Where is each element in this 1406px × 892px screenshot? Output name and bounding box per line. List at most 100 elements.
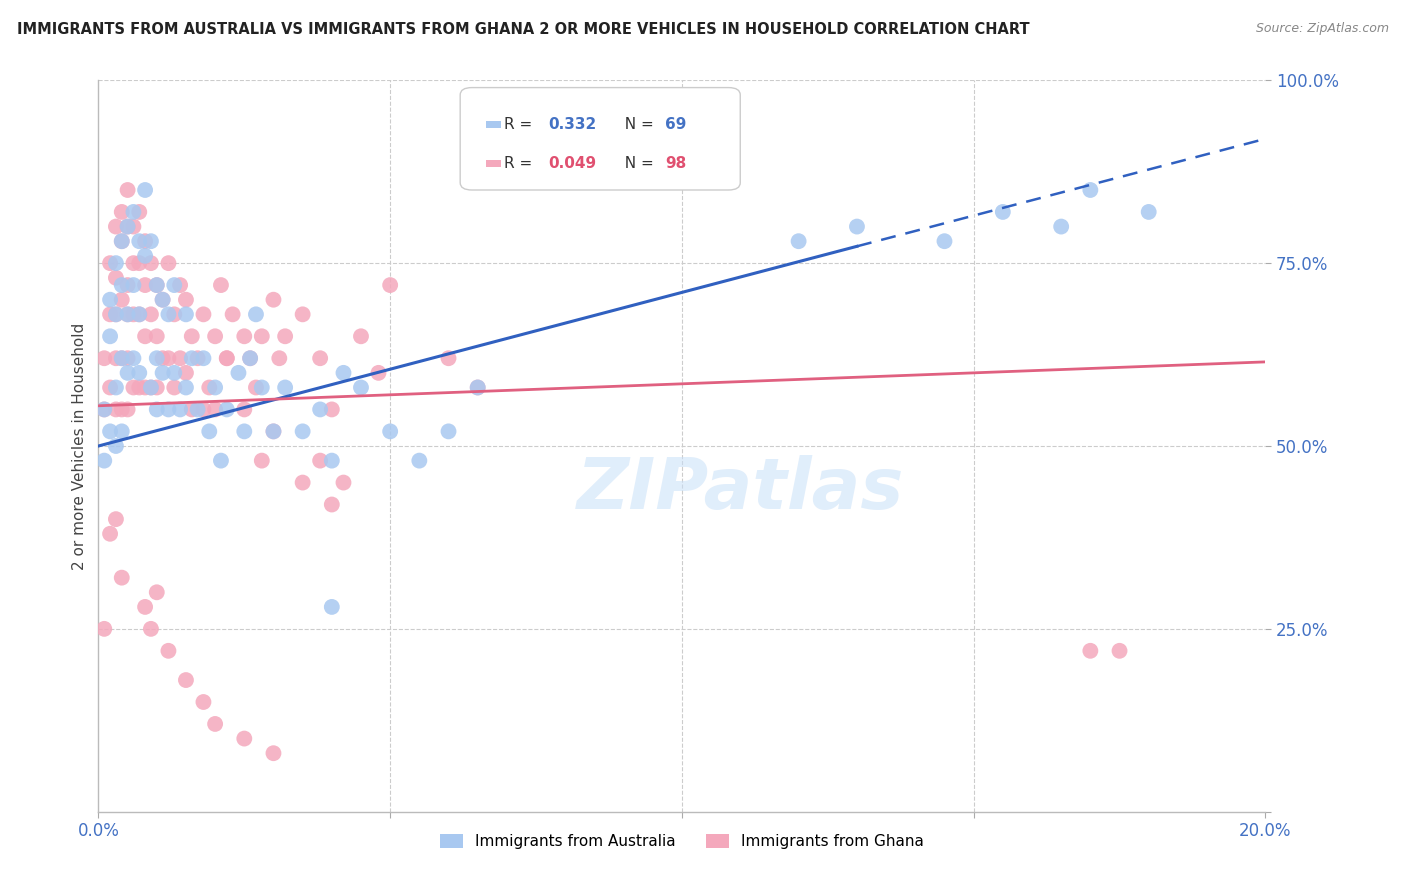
Point bbox=[163, 307, 186, 321]
Point bbox=[367, 366, 389, 380]
Point bbox=[134, 380, 156, 394]
Point bbox=[122, 307, 145, 321]
Point bbox=[122, 278, 145, 293]
Point bbox=[174, 307, 197, 321]
Point bbox=[274, 329, 297, 343]
Point bbox=[104, 351, 127, 366]
Point bbox=[122, 380, 145, 394]
Point bbox=[93, 402, 115, 417]
Point bbox=[93, 351, 115, 366]
Point bbox=[309, 351, 332, 366]
Point bbox=[321, 402, 343, 417]
Point bbox=[134, 599, 156, 614]
Point bbox=[139, 622, 162, 636]
Point bbox=[93, 622, 115, 636]
Point bbox=[187, 351, 209, 366]
Legend: Immigrants from Australia, Immigrants from Ghana: Immigrants from Australia, Immigrants fr… bbox=[433, 828, 931, 855]
Point bbox=[437, 351, 460, 366]
Point bbox=[104, 380, 127, 394]
Point bbox=[111, 205, 134, 219]
Point bbox=[98, 425, 121, 439]
Point bbox=[98, 329, 121, 343]
Point bbox=[193, 402, 215, 417]
Point bbox=[408, 453, 430, 467]
Point bbox=[98, 307, 121, 321]
Point bbox=[321, 599, 343, 614]
Point bbox=[250, 453, 273, 467]
Point bbox=[134, 183, 156, 197]
Text: Source: ZipAtlas.com: Source: ZipAtlas.com bbox=[1256, 22, 1389, 36]
Point bbox=[146, 585, 169, 599]
Point bbox=[111, 278, 134, 293]
Text: 98: 98 bbox=[665, 156, 686, 171]
Point bbox=[134, 249, 156, 263]
Point bbox=[174, 366, 197, 380]
Point bbox=[309, 402, 332, 417]
Point bbox=[152, 293, 174, 307]
Point bbox=[187, 402, 209, 417]
Point bbox=[380, 425, 402, 439]
Point bbox=[291, 307, 314, 321]
Point bbox=[245, 380, 267, 394]
Point bbox=[1108, 644, 1130, 658]
Point bbox=[169, 402, 191, 417]
Point bbox=[180, 329, 202, 343]
Point bbox=[991, 205, 1014, 219]
Point bbox=[215, 351, 238, 366]
Point bbox=[309, 453, 332, 467]
Point bbox=[104, 270, 127, 285]
Point bbox=[846, 219, 869, 234]
Point bbox=[93, 453, 115, 467]
Point bbox=[128, 307, 150, 321]
Point bbox=[134, 329, 156, 343]
Point bbox=[98, 256, 121, 270]
Point bbox=[198, 425, 221, 439]
Point bbox=[467, 380, 489, 394]
Point bbox=[111, 425, 134, 439]
Point bbox=[350, 329, 373, 343]
Point bbox=[250, 380, 273, 394]
Point bbox=[117, 351, 139, 366]
Point bbox=[215, 402, 238, 417]
Point bbox=[157, 307, 180, 321]
Point bbox=[332, 366, 354, 380]
Point bbox=[180, 402, 202, 417]
Text: N =: N = bbox=[614, 156, 658, 171]
Point bbox=[262, 425, 284, 439]
Point bbox=[122, 256, 145, 270]
Text: R =: R = bbox=[503, 156, 537, 171]
Point bbox=[233, 329, 256, 343]
Text: 0.332: 0.332 bbox=[548, 117, 596, 132]
Point bbox=[787, 234, 810, 248]
Point bbox=[111, 234, 134, 248]
Point bbox=[128, 256, 150, 270]
Point bbox=[146, 402, 169, 417]
Point bbox=[163, 380, 186, 394]
Point bbox=[174, 380, 197, 394]
Point bbox=[128, 366, 150, 380]
Point bbox=[274, 380, 297, 394]
Point bbox=[193, 695, 215, 709]
Point bbox=[146, 351, 169, 366]
Point bbox=[180, 351, 202, 366]
Point bbox=[239, 351, 262, 366]
FancyBboxPatch shape bbox=[486, 160, 501, 167]
Point bbox=[239, 351, 262, 366]
Point bbox=[437, 425, 460, 439]
Point bbox=[111, 571, 134, 585]
Point bbox=[122, 351, 145, 366]
Point bbox=[1050, 219, 1073, 234]
Text: N =: N = bbox=[614, 117, 658, 132]
Point bbox=[152, 293, 174, 307]
FancyBboxPatch shape bbox=[486, 121, 501, 128]
Point bbox=[139, 380, 162, 394]
Point bbox=[117, 183, 139, 197]
Text: 0.049: 0.049 bbox=[548, 156, 596, 171]
Point bbox=[104, 512, 127, 526]
Point bbox=[250, 329, 273, 343]
Point bbox=[245, 307, 267, 321]
Point bbox=[146, 329, 169, 343]
Point bbox=[157, 644, 180, 658]
Point bbox=[204, 329, 226, 343]
Point bbox=[291, 475, 314, 490]
